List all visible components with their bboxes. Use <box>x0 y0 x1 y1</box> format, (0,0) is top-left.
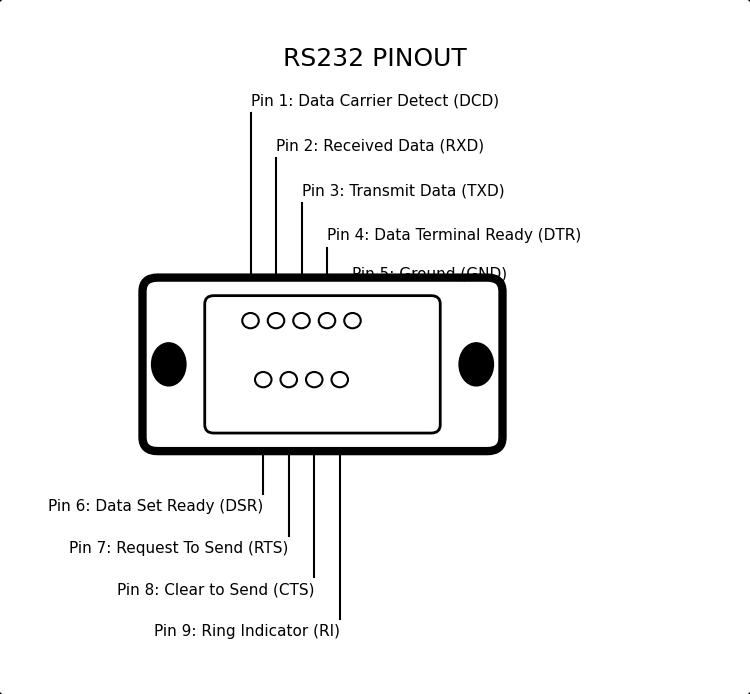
Circle shape <box>306 372 322 387</box>
Text: RS232 PINOUT: RS232 PINOUT <box>284 47 466 71</box>
Circle shape <box>280 372 297 387</box>
FancyBboxPatch shape <box>142 278 502 451</box>
Text: Pin 2: Received Data (RXD): Pin 2: Received Data (RXD) <box>276 138 484 153</box>
Text: Pin 9: Ring Indicator (RI): Pin 9: Ring Indicator (RI) <box>154 624 340 639</box>
Text: Pin 5: Ground (GND): Pin 5: Ground (GND) <box>352 266 508 282</box>
Ellipse shape <box>152 344 185 385</box>
FancyBboxPatch shape <box>205 296 440 433</box>
Text: Pin 6: Data Set Ready (DSR): Pin 6: Data Set Ready (DSR) <box>48 499 263 514</box>
Circle shape <box>293 313 310 328</box>
Text: Pin 4: Data Terminal Ready (DTR): Pin 4: Data Terminal Ready (DTR) <box>327 228 581 244</box>
Circle shape <box>268 313 284 328</box>
Circle shape <box>319 313 335 328</box>
Text: Pin 7: Request To Send (RTS): Pin 7: Request To Send (RTS) <box>69 541 289 556</box>
Circle shape <box>242 313 259 328</box>
Ellipse shape <box>460 344 493 385</box>
Text: Pin 1: Data Carrier Detect (DCD): Pin 1: Data Carrier Detect (DCD) <box>251 93 500 108</box>
Text: Pin 8: Clear to Send (CTS): Pin 8: Clear to Send (CTS) <box>117 582 314 598</box>
Circle shape <box>344 313 361 328</box>
Text: Pin 3: Transmit Data (TXD): Pin 3: Transmit Data (TXD) <box>302 183 504 198</box>
Circle shape <box>332 372 348 387</box>
Circle shape <box>255 372 272 387</box>
